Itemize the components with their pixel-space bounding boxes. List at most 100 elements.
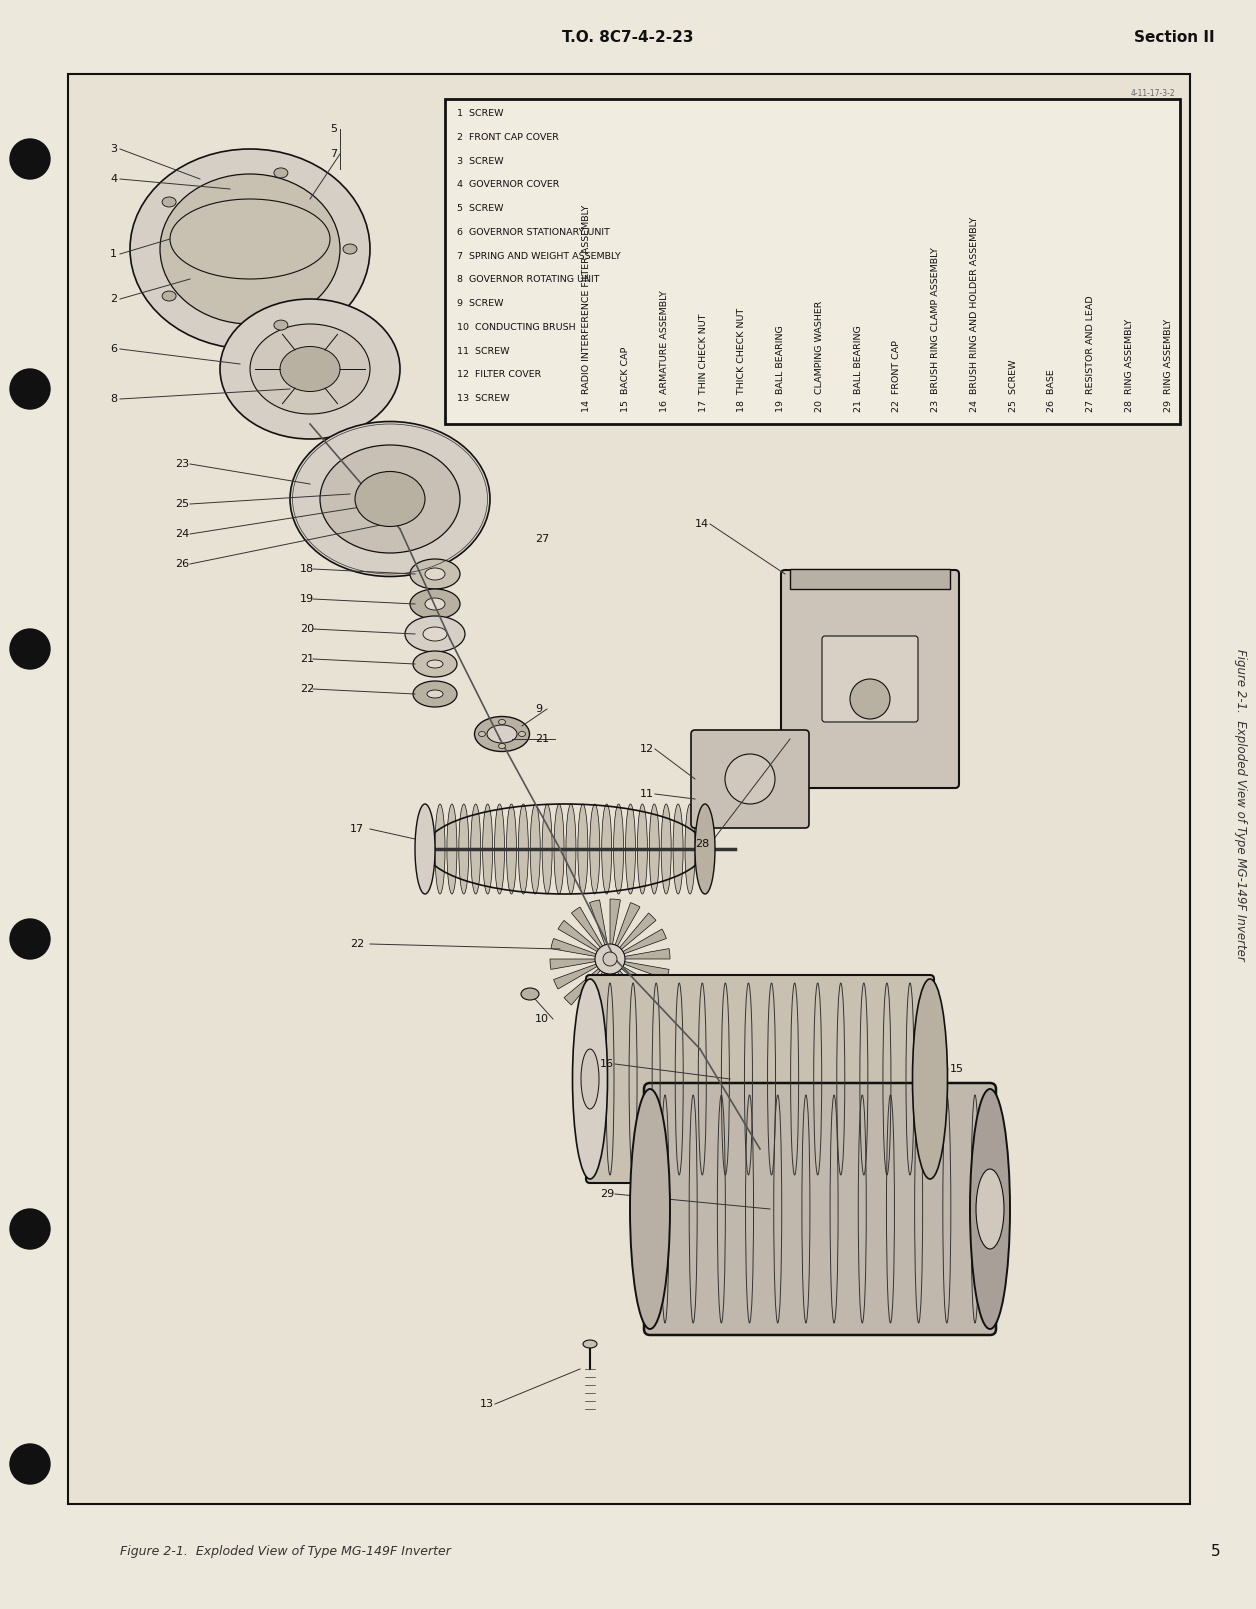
- FancyBboxPatch shape: [781, 570, 960, 788]
- Ellipse shape: [614, 804, 623, 895]
- Ellipse shape: [479, 732, 486, 737]
- Wedge shape: [599, 959, 610, 1018]
- Ellipse shape: [661, 804, 671, 895]
- Text: 20: 20: [300, 624, 314, 634]
- Text: 21  BALL BEARING: 21 BALL BEARING: [854, 325, 863, 412]
- Ellipse shape: [649, 804, 659, 895]
- Text: 17: 17: [350, 824, 364, 833]
- Bar: [445, 100, 1179, 425]
- Text: 23: 23: [175, 459, 190, 468]
- Ellipse shape: [409, 589, 460, 619]
- Ellipse shape: [458, 804, 468, 895]
- Text: 20  CLAMPING WASHER: 20 CLAMPING WASHER: [815, 301, 824, 412]
- Text: 13: 13: [480, 1398, 494, 1409]
- Ellipse shape: [250, 323, 371, 414]
- Text: 16  ARMATURE ASSEMBLY: 16 ARMATURE ASSEMBLY: [659, 290, 669, 412]
- Text: 17  THIN CHECK NUT: 17 THIN CHECK NUT: [698, 314, 707, 412]
- Text: 16: 16: [600, 1059, 614, 1068]
- Ellipse shape: [695, 804, 715, 895]
- Wedge shape: [610, 928, 667, 959]
- Ellipse shape: [274, 167, 288, 179]
- Ellipse shape: [409, 558, 460, 589]
- Text: 26: 26: [175, 558, 190, 570]
- Ellipse shape: [475, 716, 530, 751]
- Text: 22: 22: [350, 940, 364, 949]
- Circle shape: [10, 138, 50, 179]
- Bar: [790, 570, 950, 589]
- Wedge shape: [554, 959, 610, 990]
- Text: 23  BRUSH RING CLAMP ASSEMBLY: 23 BRUSH RING CLAMP ASSEMBLY: [931, 248, 941, 412]
- Ellipse shape: [583, 1340, 597, 1348]
- Wedge shape: [610, 899, 620, 959]
- Text: 24: 24: [175, 529, 190, 539]
- Text: 8: 8: [111, 394, 117, 404]
- Ellipse shape: [850, 679, 891, 719]
- Ellipse shape: [913, 978, 947, 1179]
- Ellipse shape: [355, 471, 425, 526]
- Text: Section II: Section II: [1134, 29, 1215, 45]
- Ellipse shape: [637, 804, 647, 895]
- Ellipse shape: [519, 732, 525, 737]
- Ellipse shape: [519, 804, 529, 895]
- Text: 2  FRONT CAP COVER: 2 FRONT CAP COVER: [457, 134, 559, 142]
- Ellipse shape: [427, 690, 443, 698]
- Ellipse shape: [976, 1170, 1004, 1249]
- Ellipse shape: [590, 804, 600, 895]
- Ellipse shape: [499, 719, 505, 724]
- Ellipse shape: [220, 299, 399, 439]
- Ellipse shape: [521, 988, 539, 1001]
- Ellipse shape: [530, 804, 540, 895]
- Text: 9  SCREW: 9 SCREW: [457, 299, 504, 309]
- Text: Figure 2-1.  Exploded View of Type MG-149F Inverter: Figure 2-1. Exploded View of Type MG-149…: [121, 1545, 451, 1558]
- Ellipse shape: [603, 953, 617, 965]
- Wedge shape: [571, 907, 610, 959]
- Ellipse shape: [274, 320, 288, 330]
- Wedge shape: [610, 959, 631, 1018]
- Ellipse shape: [413, 681, 457, 706]
- Circle shape: [10, 1443, 50, 1483]
- Text: 5: 5: [330, 124, 337, 134]
- Text: 7  SPRING AND WEIGHT ASSEMBLY: 7 SPRING AND WEIGHT ASSEMBLY: [457, 251, 620, 261]
- Wedge shape: [580, 959, 610, 1015]
- Wedge shape: [610, 903, 641, 959]
- Text: 15  BACK CAP: 15 BACK CAP: [622, 346, 631, 412]
- Text: 27: 27: [535, 534, 549, 544]
- Text: 19  BALL BEARING: 19 BALL BEARING: [776, 325, 785, 412]
- Wedge shape: [558, 920, 610, 959]
- Text: 10: 10: [535, 1014, 549, 1023]
- Ellipse shape: [495, 804, 505, 895]
- Text: 5  SCREW: 5 SCREW: [457, 204, 504, 212]
- Ellipse shape: [131, 150, 371, 349]
- Circle shape: [10, 629, 50, 669]
- Text: 4  GOVERNOR COVER: 4 GOVERNOR COVER: [457, 180, 559, 190]
- Text: 14  RADIO INTERFERENCE FILTER ASSEMBLY: 14 RADIO INTERFERENCE FILTER ASSEMBLY: [583, 204, 592, 412]
- Text: 18  THICK CHECK NUT: 18 THICK CHECK NUT: [737, 307, 746, 412]
- FancyBboxPatch shape: [821, 636, 918, 722]
- Ellipse shape: [487, 726, 517, 743]
- Ellipse shape: [582, 1049, 599, 1109]
- Text: 28  RING ASSEMBLY: 28 RING ASSEMBLY: [1125, 319, 1134, 412]
- Text: 3  SCREW: 3 SCREW: [457, 156, 504, 166]
- Text: 4-11-17-3-2: 4-11-17-3-2: [1130, 88, 1176, 98]
- Text: 11: 11: [641, 788, 654, 800]
- Circle shape: [10, 368, 50, 409]
- Text: 14: 14: [695, 520, 710, 529]
- Ellipse shape: [725, 755, 775, 804]
- Ellipse shape: [970, 1089, 1010, 1329]
- Wedge shape: [564, 959, 610, 1006]
- Wedge shape: [610, 959, 662, 998]
- Text: 28: 28: [695, 838, 710, 850]
- Text: 25  SCREW: 25 SCREW: [1009, 359, 1017, 412]
- Ellipse shape: [427, 660, 443, 668]
- Text: 6: 6: [111, 344, 117, 354]
- Text: 21: 21: [300, 653, 314, 665]
- Text: 11  SCREW: 11 SCREW: [457, 346, 510, 356]
- Text: 1: 1: [111, 249, 117, 259]
- Wedge shape: [610, 959, 648, 1010]
- Text: 21: 21: [535, 734, 549, 743]
- Ellipse shape: [162, 196, 176, 208]
- Ellipse shape: [290, 422, 490, 576]
- Text: 7: 7: [330, 150, 337, 159]
- Ellipse shape: [425, 568, 445, 579]
- Wedge shape: [610, 912, 656, 959]
